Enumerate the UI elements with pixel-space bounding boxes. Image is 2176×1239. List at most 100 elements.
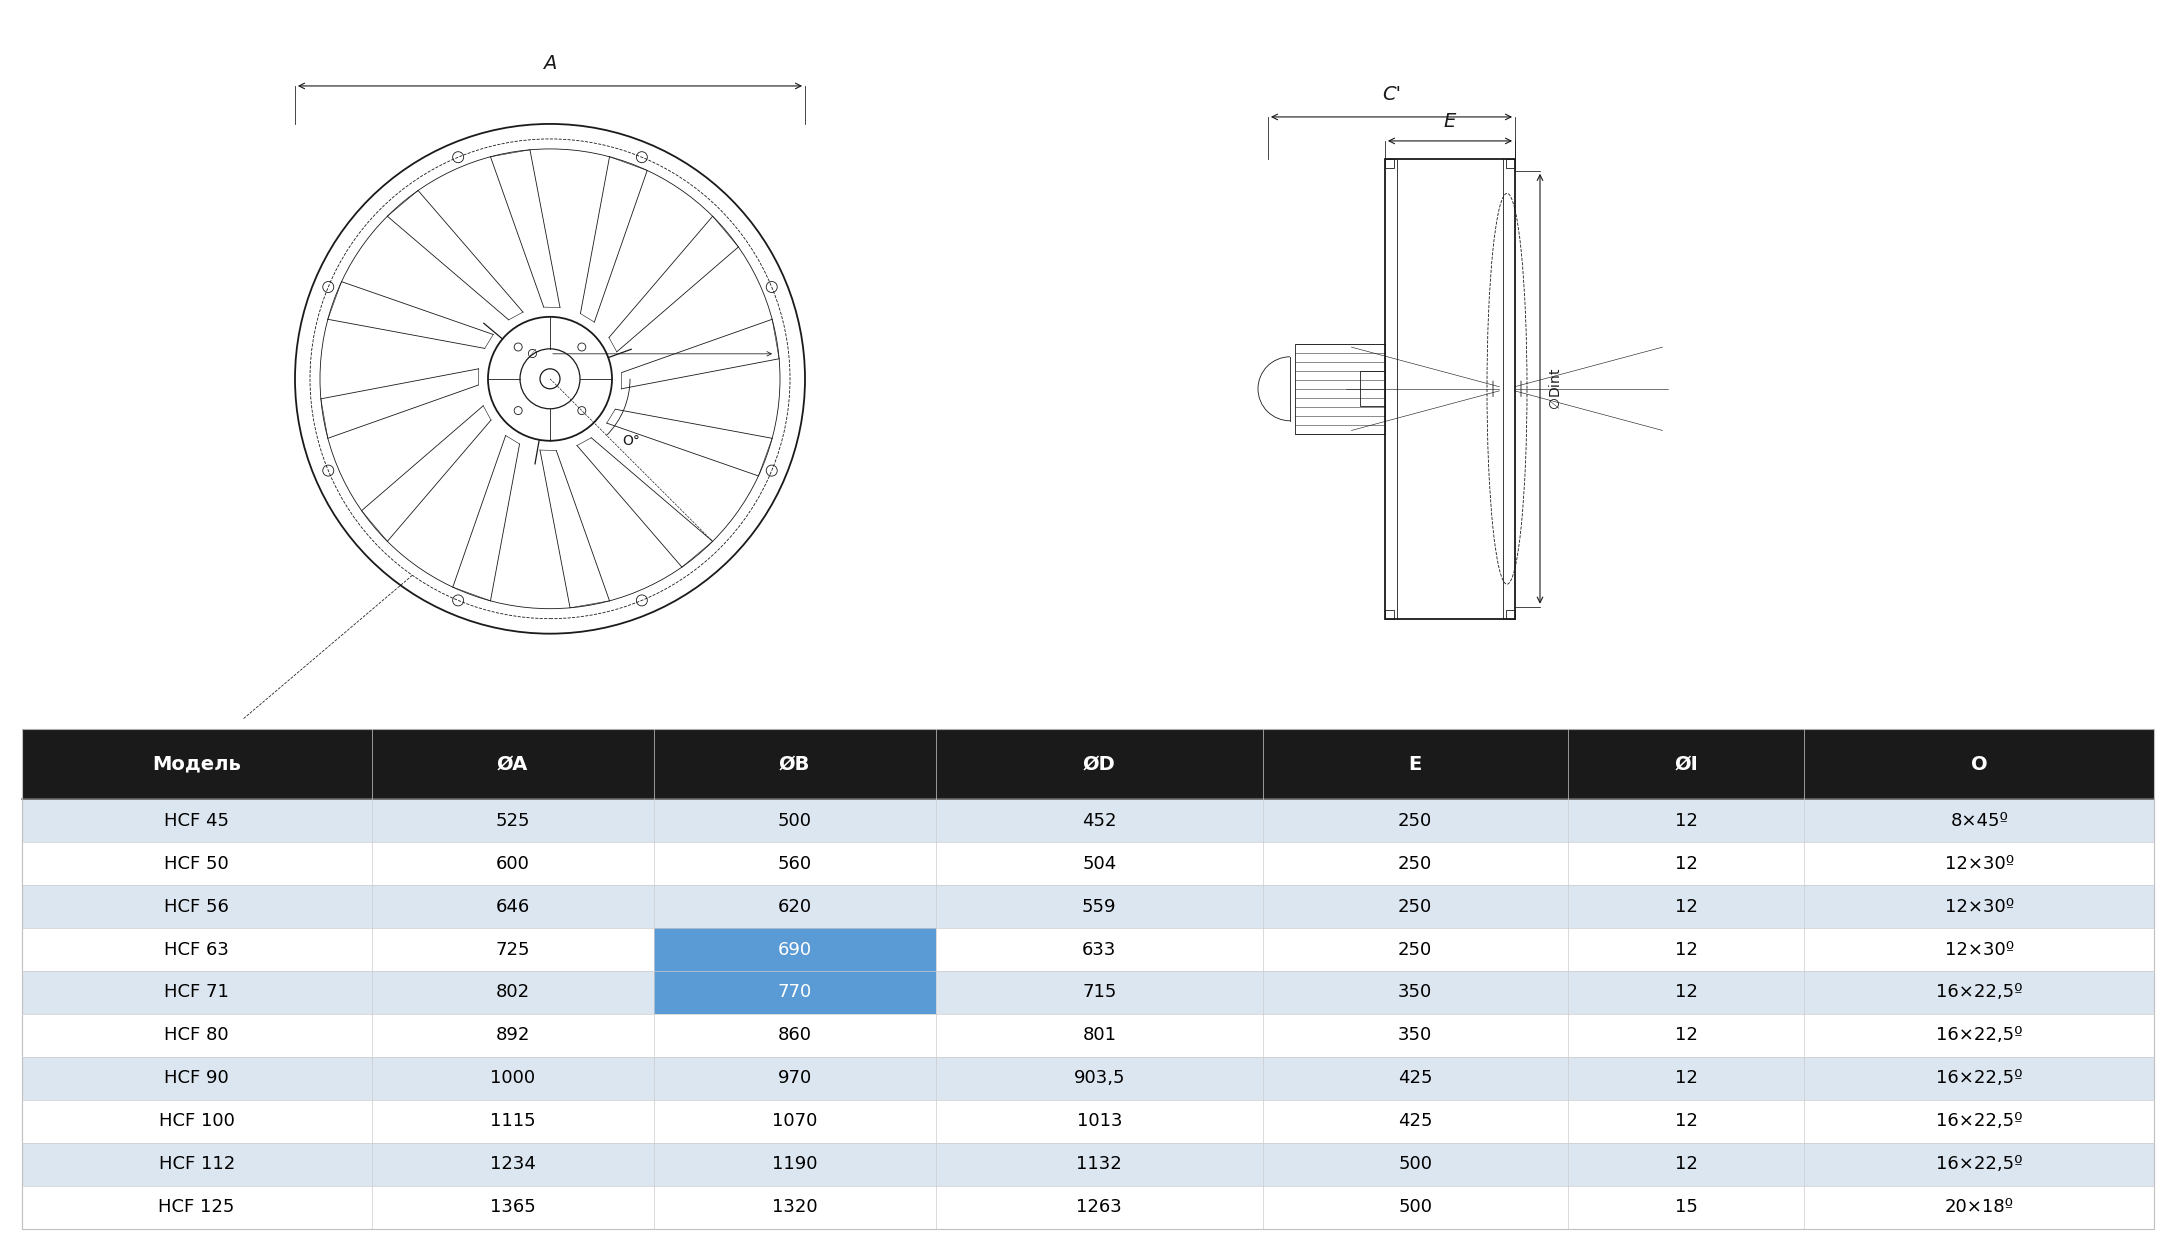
Text: 12×30º: 12×30º xyxy=(1945,897,2015,916)
Bar xyxy=(1262,1142,1567,1186)
Text: 20×18º: 20×18º xyxy=(1945,1198,2015,1217)
Bar xyxy=(22,1057,372,1100)
Bar xyxy=(1804,1100,2154,1142)
Text: HCF 71: HCF 71 xyxy=(163,984,228,1001)
Bar xyxy=(372,1057,653,1100)
Bar xyxy=(1567,843,1804,885)
Bar xyxy=(1262,885,1567,928)
Text: 1190: 1190 xyxy=(772,1155,818,1173)
Bar xyxy=(372,928,653,971)
Bar xyxy=(372,799,653,843)
Bar xyxy=(653,843,936,885)
Bar xyxy=(653,1057,936,1100)
Text: 12: 12 xyxy=(1676,984,1697,1001)
Text: HCF 80: HCF 80 xyxy=(165,1026,228,1044)
Text: 350: 350 xyxy=(1399,1026,1432,1044)
Bar xyxy=(936,1014,1262,1057)
Bar xyxy=(653,1100,936,1142)
Bar xyxy=(936,1142,1262,1186)
Text: 725: 725 xyxy=(496,940,529,959)
Text: 250: 250 xyxy=(1399,855,1432,872)
Text: HCF 50: HCF 50 xyxy=(163,855,228,872)
Bar xyxy=(372,885,653,928)
Text: 12: 12 xyxy=(1676,1026,1697,1044)
Bar xyxy=(372,1186,653,1229)
Bar xyxy=(936,971,1262,1014)
Bar xyxy=(653,1142,936,1186)
Text: 500: 500 xyxy=(1399,1198,1432,1217)
Bar xyxy=(1804,971,2154,1014)
Bar xyxy=(1804,729,2154,799)
Text: 425: 425 xyxy=(1397,1069,1432,1088)
Text: 1132: 1132 xyxy=(1077,1155,1123,1173)
Text: 860: 860 xyxy=(777,1026,812,1044)
Bar xyxy=(22,799,372,843)
Text: 12: 12 xyxy=(1676,1069,1697,1088)
Text: 1000: 1000 xyxy=(490,1069,535,1088)
Text: 16×22,5º: 16×22,5º xyxy=(1937,1069,2024,1088)
Bar xyxy=(1567,729,1804,799)
Bar xyxy=(1567,1014,1804,1057)
Text: ØA: ØA xyxy=(496,755,529,773)
Text: 16×22,5º: 16×22,5º xyxy=(1937,1026,2024,1044)
Bar xyxy=(1804,799,2154,843)
Text: 559: 559 xyxy=(1081,897,1116,916)
Text: 600: 600 xyxy=(496,855,529,872)
Bar xyxy=(22,1186,372,1229)
Bar xyxy=(1567,1100,1804,1142)
Text: HCF 63: HCF 63 xyxy=(163,940,228,959)
Text: 770: 770 xyxy=(777,984,812,1001)
Text: 250: 250 xyxy=(1399,897,1432,916)
Bar xyxy=(653,729,936,799)
Text: HCF 125: HCF 125 xyxy=(159,1198,235,1217)
Text: VENTL: VENTL xyxy=(457,952,849,1058)
Text: $\varnothing$B: $\varnothing$B xyxy=(211,768,235,784)
Bar xyxy=(936,1100,1262,1142)
Bar xyxy=(936,1186,1262,1229)
Text: 1320: 1320 xyxy=(772,1198,818,1217)
Bar xyxy=(1360,372,1384,406)
Text: 1070: 1070 xyxy=(772,1113,818,1130)
Bar xyxy=(1567,1142,1804,1186)
Text: 903,5: 903,5 xyxy=(1073,1069,1125,1088)
Bar xyxy=(22,1142,372,1186)
Bar xyxy=(936,799,1262,843)
Bar xyxy=(1295,343,1384,434)
Bar xyxy=(372,1100,653,1142)
Text: 892: 892 xyxy=(496,1026,529,1044)
Text: HCF 100: HCF 100 xyxy=(159,1113,235,1130)
Text: ØI: ØI xyxy=(1673,755,1697,773)
Bar xyxy=(22,885,372,928)
Text: 16×22,5º: 16×22,5º xyxy=(1937,1155,2024,1173)
Bar xyxy=(1567,1186,1804,1229)
Bar xyxy=(1804,1057,2154,1100)
Bar xyxy=(372,1014,653,1057)
Bar xyxy=(1262,1057,1567,1100)
Bar xyxy=(1384,159,1514,618)
Text: 1234: 1234 xyxy=(490,1155,535,1173)
Bar xyxy=(1506,159,1514,169)
Text: 16×22,5º: 16×22,5º xyxy=(1937,1113,2024,1130)
Bar xyxy=(1262,928,1567,971)
Text: 525: 525 xyxy=(496,812,529,830)
Bar xyxy=(372,843,653,885)
Text: 504: 504 xyxy=(1081,855,1116,872)
Text: 802: 802 xyxy=(496,984,529,1001)
Bar xyxy=(1262,1186,1567,1229)
Text: A: A xyxy=(544,55,557,73)
Bar xyxy=(1262,729,1567,799)
Text: 15: 15 xyxy=(1676,1198,1697,1217)
Text: 715: 715 xyxy=(1081,984,1116,1001)
Text: O°: O° xyxy=(622,434,640,447)
Bar xyxy=(1804,885,2154,928)
Text: E: E xyxy=(1408,755,1421,773)
Text: $\varnothing$: $\varnothing$ xyxy=(527,347,537,361)
Bar xyxy=(1506,610,1514,618)
Text: 12×30º: 12×30º xyxy=(1945,940,2015,959)
Bar xyxy=(1804,1014,2154,1057)
Bar xyxy=(1384,610,1395,618)
Bar xyxy=(372,971,653,1014)
Text: HCF 45: HCF 45 xyxy=(163,812,228,830)
Text: 12: 12 xyxy=(1676,1113,1697,1130)
Circle shape xyxy=(540,369,559,389)
